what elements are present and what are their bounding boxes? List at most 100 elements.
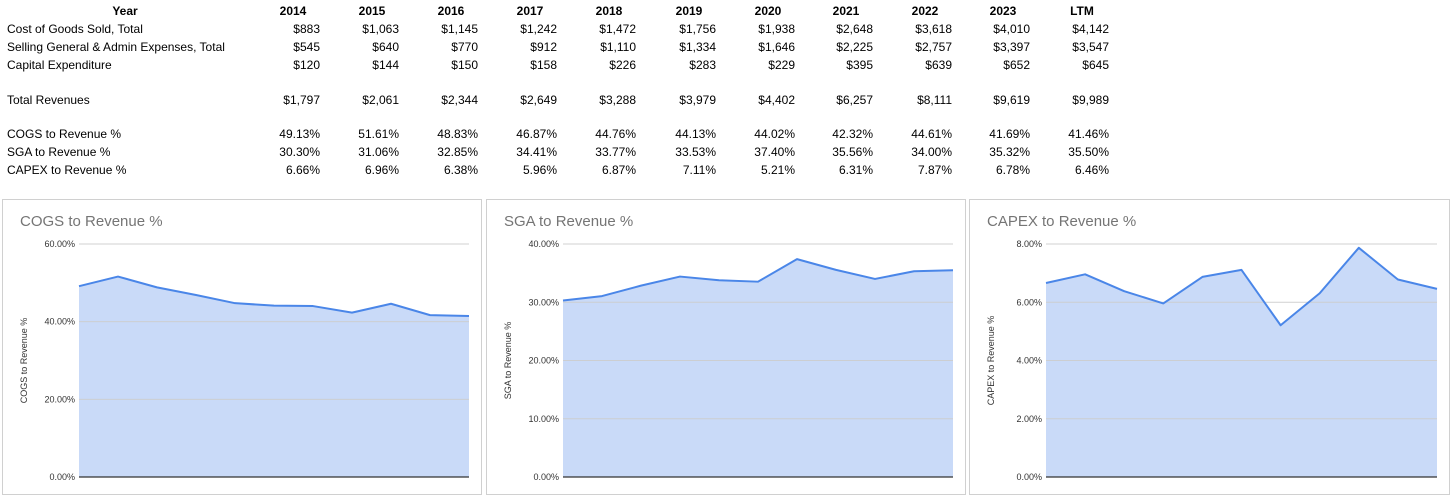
cell-capex-2018: $226 (609, 58, 636, 72)
sga-chart-panel: SGA to Revenue % 0.00% 10.00% 20.00% 30.00%… (486, 199, 966, 495)
sga-point-2 (639, 284, 643, 288)
cell-sga-2016: $770 (451, 40, 478, 54)
capex-point-0 (1044, 281, 1048, 285)
cell-total-revenues-2021: $6,257 (836, 93, 873, 107)
cell-capex-pct-2021: 6.31% (838, 163, 873, 177)
capex-point-10 (1435, 287, 1439, 291)
cell-sga-pct-2015: 31.06% (358, 145, 399, 159)
cell-capex-2014: $120 (293, 58, 320, 72)
sga-point-8 (873, 277, 877, 281)
sga-ytick-label: 40.00% (528, 239, 559, 249)
capex-area-fill (1046, 247, 1437, 477)
cell-total-revenues-2015: $2,061 (362, 93, 399, 107)
cell-cogs-2014: $883 (293, 22, 320, 36)
cogs-point-0 (77, 284, 81, 288)
cell-cogs-pct-2017: 46.87% (516, 127, 557, 141)
cell-cogs-pct-2020: 44.02% (754, 127, 795, 141)
cell-cogs-2023: $4,010 (993, 22, 1030, 36)
year-header-2016: 2016 (437, 4, 465, 18)
cogs-ytick-label: 0.00% (49, 472, 75, 482)
cell-capex-2016: $150 (451, 58, 478, 72)
year-header-2014: 2014 (279, 4, 307, 18)
cell-cogs-2015: $1,063 (362, 22, 399, 36)
cell-capex-pct-2014: 6.66% (285, 163, 320, 177)
cell-cogs-pct-2016: 48.83% (437, 127, 478, 141)
capex-y-axis-label: CAPEX to Revenue % (986, 316, 996, 406)
cogs-chart-title: COGS to Revenue % (20, 213, 163, 230)
cell-sga-2020: $1,646 (758, 40, 795, 54)
cogs-chart-panel: COGS to Revenue % 0.00% 20.00% 40.00% 60.00… (2, 199, 482, 495)
capex-ytick-label: 0.00% (1016, 472, 1042, 482)
cell-cogs-2018: $1,472 (599, 22, 636, 36)
sga-point-7 (834, 268, 838, 272)
cell-total-revenues-ltm: $9,989 (1072, 93, 1109, 107)
cell-capex-pct-2019: 7.11% (682, 163, 716, 177)
cell-total-revenues-2022: $8,111 (917, 93, 952, 107)
capex-point-5 (1240, 268, 1244, 272)
capex-point-7 (1318, 291, 1322, 295)
cogs-point-6 (311, 304, 315, 308)
cell-capex-2017: $158 (530, 58, 557, 72)
year-header-2018: 2018 (595, 4, 623, 18)
cell-sga-pct-2022: 34.00% (911, 145, 952, 159)
cell-sga-ltm: $3,547 (1072, 40, 1109, 54)
year-header-2023: 2023 (989, 4, 1017, 18)
cell-sga-2015: $640 (372, 40, 399, 54)
cell-sga-2018: $1,110 (600, 40, 636, 54)
cell-sga-2019: $1,334 (679, 40, 716, 54)
sga-chart: 0.00% 10.00% 20.00% 30.00% 40.00% SGA to Reve… (503, 239, 955, 482)
cell-cogs-pct-2021: 42.32% (832, 127, 873, 141)
capex-chart: 0.00% 2.00% 4.00% 6.00% 8.00% CAPEX to Revenu… (986, 239, 1439, 482)
sga-point-4 (717, 278, 721, 282)
year-header-2022: 2022 (911, 4, 939, 18)
cell-sga-pct-2014: 30.30% (279, 145, 320, 159)
cell-total-revenues-2023: $9,619 (993, 93, 1030, 107)
financial-table: Year 2014 2015 2016 2017 2018 2019 2020 2021 202… (0, 0, 1120, 180)
cell-cogs-2019: $1,756 (679, 22, 716, 36)
cogs-ytick-label: 60.00% (44, 239, 75, 249)
cogs-chart: 0.00% 20.00% 40.00% 60.00% COGS to Revenue % (19, 239, 470, 482)
cogs-point-2 (155, 285, 159, 289)
cell-capex-2015: $144 (372, 58, 399, 72)
cell-sga-2017: $912 (530, 40, 557, 54)
year-header-ltm: LTM (1070, 4, 1094, 18)
cell-cogs-ltm: $4,142 (1072, 22, 1109, 36)
cell-total-revenues-2020: $4,402 (758, 93, 795, 107)
capex-ytick-label: 4.00% (1016, 356, 1042, 366)
sga-point-6 (795, 257, 799, 261)
cell-capex-pct-2017: 5.96% (522, 163, 557, 177)
sga-point-10 (951, 268, 955, 272)
cogs-point-7 (350, 311, 354, 315)
row-label-sga-pct: SGA to Revenue % (7, 145, 111, 159)
cell-sga-2014: $545 (293, 40, 320, 54)
cell-sga-2023: $3,397 (993, 40, 1030, 54)
cell-total-revenues-2018: $3,288 (599, 93, 636, 107)
cell-sga-pct-2019: 33.53% (675, 145, 716, 159)
row-label-cogs-pct: COGS to Revenue % (7, 127, 122, 141)
cell-total-revenues-2016: $2,344 (441, 93, 478, 107)
capex-ytick-label: 8.00% (1016, 239, 1042, 249)
cell-sga-2022: $2,757 (915, 40, 952, 54)
year-header-2019: 2019 (675, 4, 703, 18)
cogs-point-9 (428, 313, 432, 317)
cogs-point-3 (194, 293, 198, 297)
cell-cogs-pct-2015: 51.61% (358, 127, 399, 141)
cell-sga-pct-2023: 35.32% (989, 145, 1030, 159)
row-label-capex: Capital Expenditure (7, 58, 112, 72)
sga-y-axis-label: SGA to Revenue % (503, 322, 513, 400)
cell-sga-pct-ltm: 35.50% (1068, 145, 1109, 159)
cell-capex-pct-2015: 6.96% (364, 163, 399, 177)
year-header-2017: 2017 (516, 4, 544, 18)
cell-capex-2023: $652 (1003, 58, 1030, 72)
year-header-label: Year (112, 4, 138, 18)
capex-point-3 (1161, 301, 1165, 305)
cell-sga-pct-2016: 32.85% (437, 145, 478, 159)
capex-ytick-label: 2.00% (1016, 414, 1042, 424)
cell-capex-2021: $395 (846, 58, 873, 72)
capex-point-1 (1083, 272, 1087, 276)
cell-cogs-pct-2019: 44.13% (675, 127, 716, 141)
cell-capex-pct-2016: 6.38% (443, 163, 478, 177)
capex-chart-title: CAPEX to Revenue % (987, 213, 1137, 230)
year-header-2020: 2020 (754, 4, 782, 18)
sga-point-5 (756, 280, 760, 284)
